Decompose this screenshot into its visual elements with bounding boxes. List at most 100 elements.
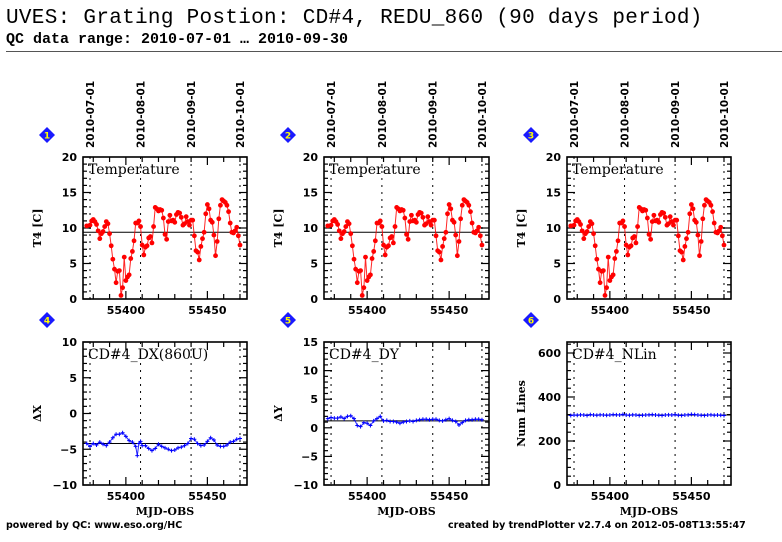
data-point <box>215 442 220 447</box>
data-point <box>682 244 688 249</box>
chart-panel-4: 55400 55450 −10 −5 0 5 10 ΔX MJD-OBS CD#4_DX(860U… <box>31 312 248 518</box>
data-point <box>162 231 168 237</box>
diamond-icon <box>523 127 539 143</box>
data-point <box>436 249 442 255</box>
y-tick-label: 10 <box>546 222 562 235</box>
data-point <box>351 256 357 262</box>
data-point <box>359 293 365 298</box>
data-point <box>437 418 442 423</box>
data-point <box>405 236 411 242</box>
data-point <box>163 445 167 450</box>
data-point <box>343 224 349 229</box>
data-point <box>613 249 619 254</box>
data-point <box>328 222 334 228</box>
data-point <box>196 257 202 263</box>
data-point <box>108 243 114 249</box>
data-point <box>402 215 408 221</box>
data-point <box>631 234 637 239</box>
data-point <box>581 236 587 242</box>
diamond-icon <box>39 312 55 328</box>
data-point <box>695 232 701 238</box>
data-point <box>451 219 457 225</box>
y-tick-label: 15 <box>62 187 77 200</box>
data-point <box>88 444 93 449</box>
data-point <box>342 416 347 421</box>
date-tick-label: 2010-07-01 <box>326 81 338 148</box>
data-point <box>628 243 634 249</box>
date-tick-label: 2010-07-01 <box>85 81 97 148</box>
data-point <box>146 446 151 451</box>
data-point <box>107 440 112 445</box>
data-point <box>231 439 236 444</box>
panel-title: CD#4_DX(860U) <box>88 347 208 363</box>
y-tick-label: 5 <box>310 393 318 406</box>
series-line <box>570 198 725 296</box>
x-axis-title: MJD-OBS <box>377 505 436 518</box>
panel-number-badge: 3 <box>523 127 539 143</box>
data-point <box>227 220 233 226</box>
data-point <box>397 421 402 426</box>
data-point <box>206 206 212 212</box>
data-point <box>700 216 706 222</box>
data-point <box>391 419 396 424</box>
data-point <box>224 202 230 208</box>
data-point <box>438 257 444 263</box>
data-point <box>602 293 608 298</box>
data-point <box>358 424 363 429</box>
y-tick-label: 10 <box>62 222 78 235</box>
series-line <box>86 198 241 296</box>
badge-number: 6 <box>528 317 534 327</box>
data-point <box>355 423 360 428</box>
data-point <box>341 229 347 234</box>
data-point <box>718 224 724 230</box>
data-point <box>476 417 481 422</box>
data-point <box>400 207 406 213</box>
y-tick-label: 10 <box>303 365 319 378</box>
data-point <box>418 210 424 216</box>
data-point <box>469 220 475 226</box>
y-tick-label: 15 <box>303 187 318 200</box>
data-point <box>454 253 460 259</box>
data-point <box>107 231 112 237</box>
data-point <box>371 418 376 423</box>
data-point <box>87 222 93 228</box>
data-point <box>721 413 726 418</box>
data-point <box>620 218 626 224</box>
data-point <box>622 224 627 229</box>
data-point <box>198 443 203 448</box>
data-point <box>392 224 398 229</box>
data-point <box>195 249 201 255</box>
data-point <box>156 442 161 447</box>
data-point <box>446 202 452 207</box>
badge-number: 4 <box>44 317 50 327</box>
y-tick-label: 400 <box>538 391 561 404</box>
data-point <box>95 228 101 234</box>
data-point <box>120 430 125 435</box>
data-point <box>443 417 448 422</box>
data-point <box>143 443 148 448</box>
data-point <box>118 293 124 298</box>
data-point <box>110 256 116 262</box>
data-point <box>456 422 461 427</box>
y-axis-title: T4 [C] <box>515 209 528 248</box>
data-point <box>368 272 373 278</box>
data-point <box>102 224 108 229</box>
data-point <box>110 435 115 440</box>
data-point <box>424 417 429 422</box>
data-point <box>237 436 242 441</box>
data-point <box>192 437 197 442</box>
data-point <box>325 416 330 421</box>
badge-number: 3 <box>528 132 534 142</box>
data-point <box>378 414 383 419</box>
footer-created-by: created by trendPlotter v2.7.4 on 2012-0… <box>448 520 746 531</box>
data-point <box>656 219 662 225</box>
data-point <box>211 232 217 238</box>
data-point <box>413 219 419 225</box>
data-point <box>404 231 409 237</box>
footer-powered-by: powered by QC: www.eso.org/HC <box>6 520 183 531</box>
data-point <box>345 414 350 419</box>
x-tick-label: 55450 <box>188 304 227 317</box>
y-axis-title: Num Lines <box>515 380 528 447</box>
data-point <box>182 443 187 448</box>
data-point <box>183 214 189 220</box>
